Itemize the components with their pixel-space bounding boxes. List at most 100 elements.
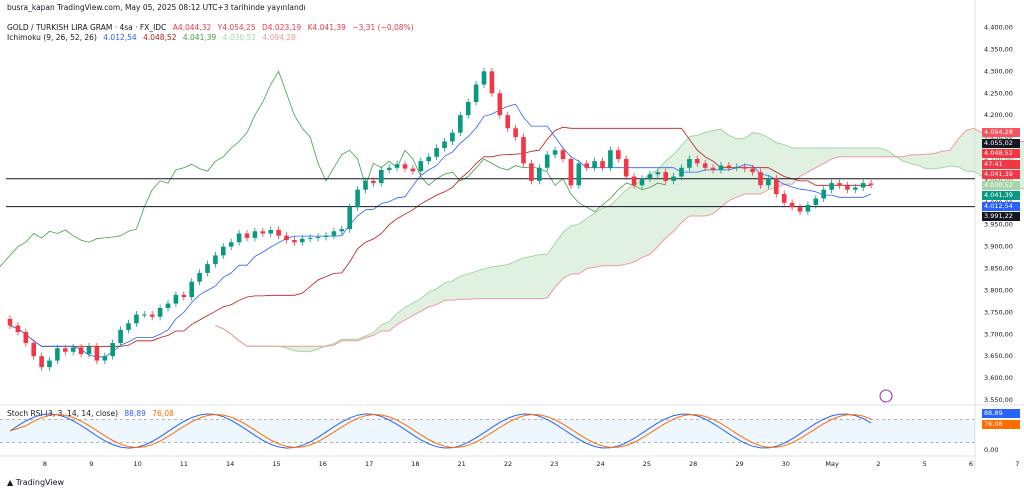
candle-body [142,314,147,316]
candle-body [149,314,155,317]
y-tick-label: 3.700,00 [984,330,1013,338]
tradingview-logo-text: TradingView [15,478,65,487]
candle-body [568,158,574,186]
candle-body [386,167,392,170]
x-tick-label: 30 [782,460,790,468]
candle-body [481,71,487,85]
candle-body [584,163,589,168]
ichimoku-span-b-line [215,127,1024,347]
x-tick-label: 2 [876,460,880,468]
candle-body [821,189,826,199]
candle-body [623,158,629,177]
x-tick-label: 15 [272,460,280,468]
x-tick-label: 11 [180,460,188,468]
candle-body [418,161,424,172]
y-tick-label: 3.800,00 [984,286,1013,294]
y-tick-label: 3.950,00 [984,221,1013,229]
candle-body [307,237,313,239]
ichimoku-name: Ichimoku (9, 26, 52, 26) [7,33,97,42]
ohlc-close: K4.041,39 [307,23,346,32]
candle-body [315,236,321,238]
candle-body [197,272,202,282]
candle-body [15,325,21,333]
candle-body [695,158,700,164]
ichimoku-conversion: 4.012,54 [103,33,137,42]
candle-body [442,141,447,149]
x-tick-label: 18 [411,460,419,468]
candle-body [371,180,376,184]
candle-body [758,172,763,186]
candle-body [221,246,226,256]
candle-body [718,165,724,170]
candle-body [118,329,123,344]
y-tick-label: 3.850,00 [984,265,1013,273]
candle-body [39,356,44,368]
lightning-icon [879,389,893,403]
candle-body [300,238,305,243]
stoch-rsi-band [0,419,975,443]
candle-body [347,207,352,230]
y-tick-label: 4.200,00 [984,111,1013,119]
price-badge: 3.991,22 [982,212,1020,221]
candle-body [845,185,850,190]
candle-body [268,229,273,234]
candle-body [434,148,439,157]
price-badge: 4.030,52 [982,180,1020,190]
price-badge: 4.012,54 [982,201,1020,211]
rsi-tick-label: 0,00 [984,446,998,454]
candle-body [110,343,115,357]
candle-body [631,176,637,186]
candle-body [126,323,131,330]
y-tick-label: 3.900,00 [984,243,1013,251]
stoch-rsi-legend[interactable]: Stoch RSI (3, 3, 14, 14, close) 88,89 76… [7,409,178,418]
candle-body [497,93,503,116]
candle-body [189,281,194,298]
symbol-line: GOLD / TURKISH LIRA GRAM · 4sa · FX_IDC … [7,23,418,32]
x-tick-label: 16 [319,460,327,468]
candle-body [616,150,621,159]
candle-body [426,156,431,162]
candle-body [157,307,163,317]
candle-body [829,183,834,190]
candle-body [450,132,455,142]
candle-body [529,163,534,181]
y-tick-label: 4.250,00 [984,89,1013,97]
symbol-title[interactable]: GOLD / TURKISH LIRA GRAM · 4sa · FX_IDC [7,23,167,32]
candle-body [465,102,471,116]
candle-body [244,233,250,238]
candle-body [47,360,52,368]
candle-body [781,194,787,203]
candle-body [165,303,171,308]
candle-body [134,314,139,324]
candle-body [94,346,100,361]
candle-body [276,229,281,236]
x-tick-label: May [825,460,839,468]
x-tick-label: 22 [504,460,512,468]
candle-body [726,165,732,168]
price-badge: 4.094,28 [982,128,1020,137]
candle-body [608,150,613,168]
candle-body [213,255,218,265]
candle-body [228,242,234,247]
candle-body [355,189,360,208]
ichimoku-legend[interactable]: Ichimoku (9, 26, 52, 26) 4.012,54 4.048,… [7,33,300,42]
candle-body [774,178,779,195]
candle-body [55,348,60,361]
tradingview-logo-icon: ▲ [7,478,14,487]
ichimoku-span-b: 4.094,28 [262,33,296,42]
candle-body [394,164,400,168]
candle-body [173,294,179,304]
ichimoku-lagging: 4.041,39 [182,33,217,42]
ohlc-open: A4.044,32 [172,23,212,32]
candle-body [742,166,747,169]
candle-body [521,137,526,164]
y-tick-label: 3.650,00 [984,352,1013,360]
price-badge: 4.041,39 [982,191,1020,200]
candle-body [505,115,510,129]
price-badge: 4.048,52 [982,149,1020,158]
ohlc-high: Y4.054,25 [217,23,256,32]
price-badge: 4.055,02 [982,138,1020,148]
candle-body [868,183,874,185]
candle-body [23,332,29,344]
